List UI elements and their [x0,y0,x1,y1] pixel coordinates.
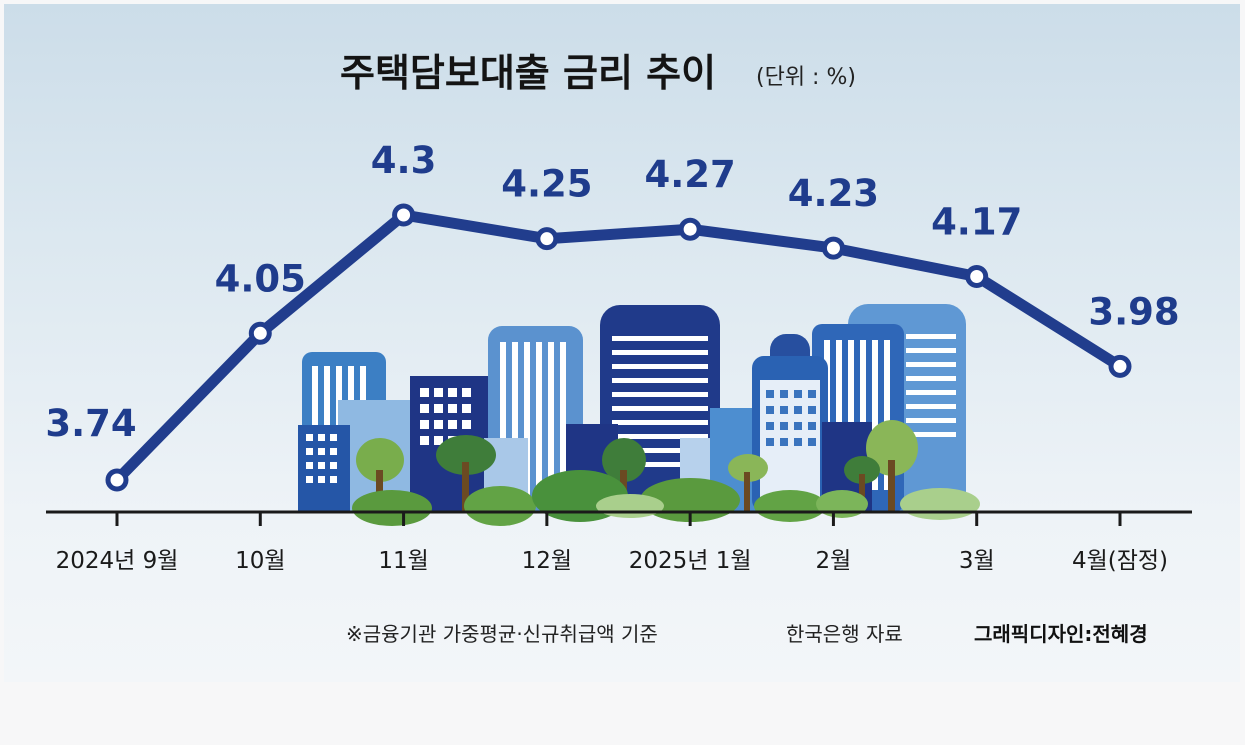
footnote: ※금융기관 가중평균·신규취급액 기준 [346,622,658,646]
graphic-credit: 그래픽디자인:전혜경 [974,622,1148,646]
x-tick-label: 12월 [522,548,572,574]
city-skyline-illustration [298,304,980,526]
data-point [105,468,129,492]
data-point [965,265,989,289]
x-tick-label: 2월 [816,548,852,574]
series-line [111,209,1126,486]
x-tick-label: 2025년 1월 [629,548,752,574]
data-point [392,203,416,227]
data-label: 3.74 [45,402,136,445]
x-tick-label: 3월 [959,548,995,574]
data-point [821,236,845,260]
data-label: 4.27 [644,153,735,196]
data-point [678,217,702,241]
data-point [248,321,272,345]
data-label: 4.25 [501,163,592,206]
data-point [1108,354,1132,378]
data-label: 4.3 [371,139,437,182]
x-tick-label: 2024년 9월 [56,548,179,574]
unit-label: (단위 : %) [756,65,856,90]
data-label: 4.17 [931,201,1022,244]
x-tick-label: 11월 [378,548,428,574]
data-label: 3.98 [1088,290,1179,333]
data-point [535,227,559,251]
x-tick-label: 4월(잠정) [1072,548,1168,574]
source-note: 한국은행 자료 [786,622,903,646]
data-label: 4.05 [215,257,306,300]
x-tick-label: 10월 [235,548,285,574]
data-label: 4.23 [788,172,879,215]
chart-title: 주택담보대출 금리 추이 [340,51,716,95]
